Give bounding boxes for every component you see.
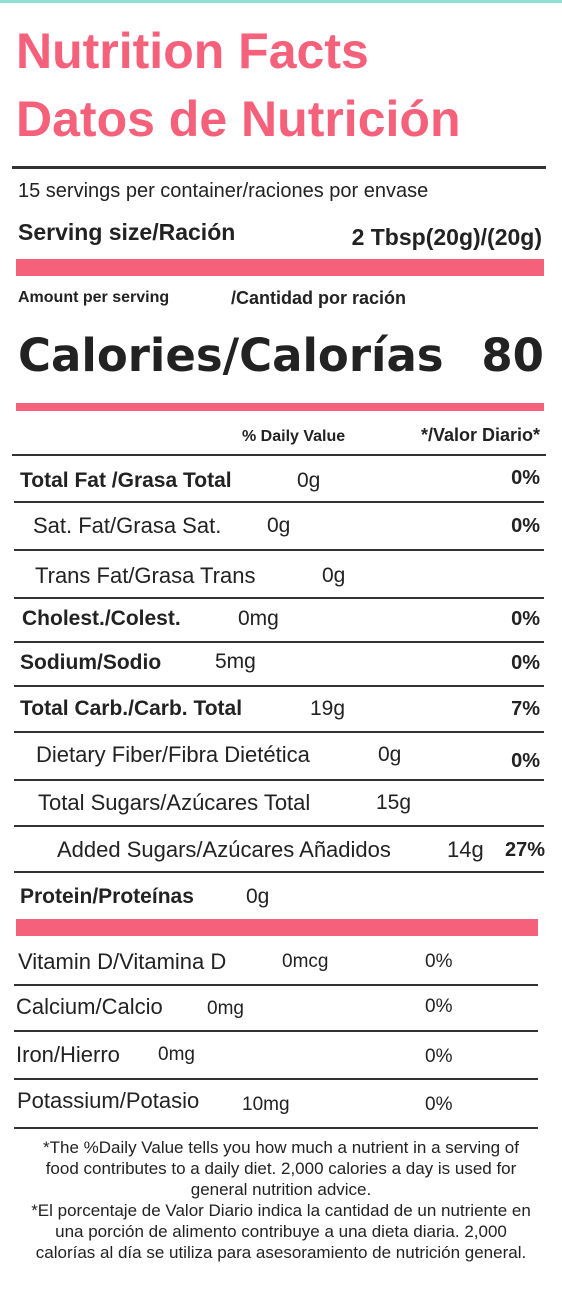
footnote-es: *El porcentaje de Valor Diario indica la…	[31, 1201, 531, 1262]
nutrient-amount: 14g	[447, 837, 484, 862]
rule	[12, 166, 546, 169]
title: Datos de Nutrición	[16, 91, 461, 147]
nutrient-name: Sodium/Sodio	[20, 651, 162, 674]
nutrient-name: Trans Fat/Grasa Trans	[35, 563, 256, 588]
nutrient-dv: 7%	[511, 698, 540, 720]
nutrient-dv: 0%	[511, 467, 540, 489]
nutrient-dv: 0%	[511, 515, 540, 537]
vitamin-amount: 0mcg	[282, 951, 329, 972]
vitamin-name: Calcium/Calcio	[16, 994, 163, 1019]
vitamin-name: Iron/Hierro	[16, 1042, 120, 1067]
dv-header-es: */Valor Diario*	[420, 425, 540, 445]
pink-bar	[16, 259, 544, 276]
calories-label: Calories/Calorías	[18, 329, 444, 382]
nutrient-amount: 0g	[246, 885, 270, 908]
nutrient-dv: 0%	[511, 608, 540, 630]
footnote-en: *The %Daily Value tells you how much a n…	[43, 1138, 519, 1199]
vitamin-name: Potassium/Potasio	[17, 1088, 200, 1113]
title: Nutrition Facts	[16, 23, 369, 79]
nutrient-amount: 0g	[297, 469, 321, 492]
nutrient-name: Total Carb./Carb. Total	[20, 697, 243, 720]
nutrient-amount: 0g	[378, 743, 402, 766]
servings: 15 servings per container/raciones por e…	[18, 180, 429, 202]
nutrient-amount: 19g	[310, 697, 346, 720]
footnote: *The %Daily Value tells you how much a n…	[26, 1137, 536, 1263]
nutrient-name: Protein/Proteínas	[20, 885, 194, 908]
vitamin-amount: 0mg	[158, 1044, 195, 1065]
vitamin-amount: 10mg	[242, 1094, 290, 1115]
pink-bar	[16, 403, 544, 411]
vitamin-dv: 0%	[425, 951, 453, 972]
vitamin-dv: 0%	[425, 1094, 453, 1115]
nutrient-row: Dietary Fiber/Fibra Dietética 0g 0%	[14, 733, 544, 781]
vitamin-amount: 0mg	[207, 998, 244, 1019]
nutrient-row: Sat. Fat/Grasa Sat. 0g 0%	[14, 503, 544, 551]
nutrient-name: Dietary Fiber/Fibra Dietética	[36, 742, 310, 767]
vitamin-row: Potassium/Potasio 10mg 0%	[14, 1080, 538, 1129]
nutrient-row: Total Sugars/Azúcares Total 15g	[14, 781, 544, 827]
nutrient-name: Total Sugars/Azúcares Total	[38, 790, 311, 815]
nutrient-name: Cholest./Colest.	[22, 607, 181, 630]
nutrient-amount: 0mg	[238, 607, 279, 630]
vitamin-dv: 0%	[425, 1046, 453, 1067]
nutrient-amount: 0g	[322, 564, 346, 587]
rule	[12, 454, 546, 456]
serving-size-label: Serving size/Ración	[18, 219, 236, 245]
serving-size-value: 2 Tbsp(20g)/(20g)	[351, 224, 542, 250]
dv-header: % Daily Value	[242, 428, 346, 445]
nutrient-row: Sodium/Sodio 5mg 0%	[14, 643, 544, 687]
vitamin-row: Vitamin D/Vitamina D 0mcg 0%	[14, 939, 538, 986]
nutrient-name: Added Sugars/Azúcares Añadidos	[57, 837, 391, 862]
nutrient-row: Trans Fat/Grasa Trans 0g	[14, 551, 544, 599]
vitamin-dv: 0%	[425, 996, 453, 1017]
nutrient-amount: 5mg	[215, 650, 256, 673]
nutrient-name: Total Fat /Grasa Total	[20, 469, 232, 492]
nutrient-name: Sat. Fat/Grasa Sat.	[33, 513, 222, 538]
nutrient-row: Total Carb./Carb. Total 19g 7%	[14, 687, 544, 733]
vitamin-row: Calcium/Calcio 0mg 0%	[14, 986, 538, 1032]
nutrient-dv: 0%	[511, 750, 540, 772]
nutrient-dv: 27%	[504, 839, 545, 861]
vitamin-name: Vitamin D/Vitamina D	[18, 949, 227, 974]
amount-per-serving-es: /Cantidad por ración	[231, 288, 407, 308]
nutrient-amount: 15g	[376, 791, 412, 814]
nutrient-row: Cholest./Colest. 0mg 0%	[14, 599, 544, 643]
nutrient-row: Total Fat /Grasa Total 0g 0%	[14, 458, 544, 503]
nutrient-row: Added Sugars/Azúcares Añadidos 14g 27%	[14, 827, 545, 873]
amount-per-serving: Amount per serving	[18, 289, 170, 306]
nutrient-amount: 0g	[267, 514, 291, 537]
pink-bar	[16, 919, 538, 936]
calories-value: 80	[481, 329, 544, 382]
vitamin-row: Iron/Hierro 0mg 0%	[14, 1032, 538, 1080]
nutrient-row: Protein/Proteínas 0g	[14, 873, 544, 917]
nutrient-dv: 0%	[511, 652, 540, 674]
